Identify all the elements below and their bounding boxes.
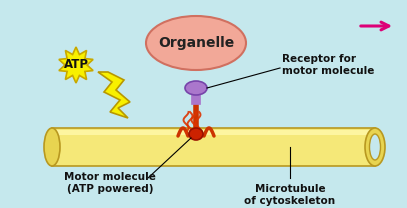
Ellipse shape — [370, 134, 381, 160]
Polygon shape — [59, 47, 93, 83]
Polygon shape — [98, 72, 130, 118]
Text: Organelle: Organelle — [158, 36, 234, 50]
Ellipse shape — [365, 128, 385, 166]
Ellipse shape — [44, 128, 60, 166]
Ellipse shape — [185, 81, 207, 95]
Ellipse shape — [189, 128, 203, 140]
Text: Receptor for
motor molecule: Receptor for motor molecule — [282, 54, 374, 76]
Bar — [52, 130, 375, 135]
Text: ATP: ATP — [63, 58, 88, 72]
Text: Motor molecule
(ATP powered): Motor molecule (ATP powered) — [64, 172, 156, 194]
Bar — [52, 128, 375, 166]
Text: Microtubule
of cytoskeleton: Microtubule of cytoskeleton — [245, 184, 335, 206]
Ellipse shape — [146, 16, 246, 70]
